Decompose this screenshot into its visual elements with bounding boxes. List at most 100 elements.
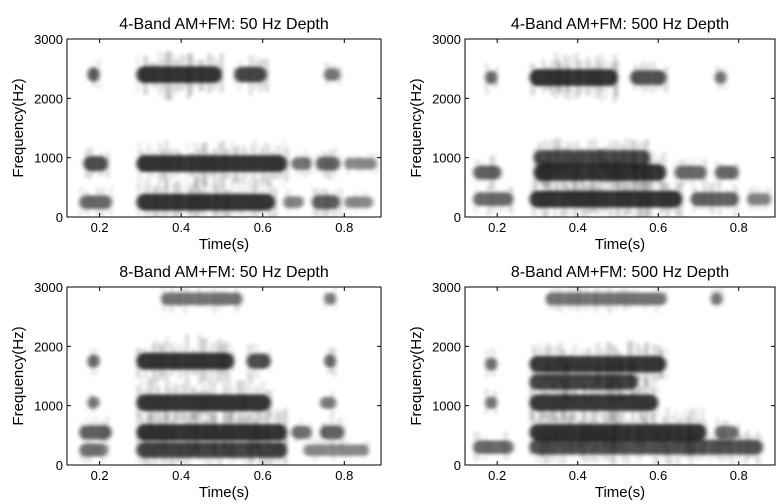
energy-band-300hz-segment-2	[529, 173, 683, 217]
y-tick-label: 1000	[432, 399, 461, 414]
energy-band-550hz-segment-4	[319, 416, 345, 450]
x-tick-label: 0.8	[335, 220, 353, 235]
energy-band-300hz-segment-1	[473, 185, 514, 217]
y-tick-label: 1000	[34, 399, 63, 414]
x-tick-label: 0.6	[649, 468, 667, 483]
x-tick-label: 0.2	[91, 468, 109, 483]
axes-frame	[66, 38, 382, 218]
y-axis-label: Frequency(Hz)	[408, 326, 425, 425]
energy-band-1750hz-segment-3	[246, 343, 271, 383]
y-tick-label: 3000	[34, 32, 63, 47]
energy-band-300hz-segment-3	[690, 182, 739, 217]
x-tick-label: 0.2	[488, 468, 506, 483]
x-axis-label: Time(s)	[199, 236, 249, 253]
x-tick-label: 0.8	[335, 468, 353, 483]
x-tick-label: 0.6	[254, 220, 272, 235]
y-tick-label: 0	[56, 458, 63, 473]
energy-band-250hz-segment-1	[79, 437, 109, 464]
energy-band-2800hz-segment-2	[323, 287, 337, 311]
energy-band-2350hz-segment-4	[714, 65, 727, 90]
energy-band-2400hz-segment-3	[234, 55, 268, 96]
energy-band-250hz-segment-3	[283, 189, 304, 213]
y-axis-label: Frequency(Hz)	[408, 78, 425, 177]
energy-band-300hz-segment-1	[473, 431, 515, 462]
x-axis-label: Time(s)	[595, 484, 645, 501]
panel-title: 8-Band AM+FM: 500 Hz Depth	[511, 264, 729, 281]
y-tick-label: 2000	[432, 339, 461, 354]
energy-band-750hz-segment-4	[714, 160, 739, 186]
energy-band-2800hz-segment-1	[160, 287, 243, 314]
energy-band-1050hz-segment-2	[136, 376, 272, 430]
energy-band-900hz-segment-1	[83, 147, 109, 181]
energy-band-750hz-segment-3	[674, 157, 707, 189]
y-axis-label: Frequency(Hz)	[10, 78, 27, 177]
energy-band-1700hz-segment-1	[485, 348, 498, 378]
y-tick-label: 3000	[432, 32, 461, 47]
y-tick-label: 0	[56, 210, 63, 225]
y-tick-label: 0	[454, 210, 461, 225]
y-axis-label: Frequency(Hz)	[10, 326, 27, 425]
energy-band-2350hz-segment-2	[529, 52, 618, 103]
x-tick-label: 0.2	[91, 220, 109, 235]
energy-band-750hz-segment-1	[473, 154, 502, 190]
energy-band-250hz-segment-2	[136, 176, 277, 217]
energy-band-250hz-segment-4	[311, 187, 342, 217]
energy-band-2800hz-segment-2	[710, 287, 723, 308]
energy-band-250hz-segment-1	[79, 185, 113, 217]
spectrogram-panel-4: 0.2 0.4 0.6 0.8 0 1000 2000 3000 8-Band AM+FM: 5…	[408, 264, 776, 501]
y-tick-label: 2000	[34, 91, 63, 106]
energy-band-550hz-segment-1	[79, 416, 112, 450]
x-axis-label: Time(s)	[199, 484, 249, 501]
spectrogram-panel-1: 0.2 0.4 0.6 0.8 0 1000 2000 3000 4-Band AM+FM: 5…	[10, 16, 382, 253]
energy-band-900hz-segment-4	[315, 146, 341, 181]
energy-band-550hz-segment-2	[136, 407, 288, 459]
y-tick-label: 3000	[432, 280, 461, 295]
energy-band-900hz-segment-5	[344, 152, 377, 176]
energy-band-1050hz-segment-3	[319, 391, 337, 418]
spectrogram-panel-2: 0.2 0.4 0.6 0.8 0 1000 2000 3000 4-Band AM+FM: 5…	[408, 16, 776, 253]
energy-band-2400hz-segment-2	[136, 50, 223, 101]
energy-band-2350hz-segment-3	[630, 60, 668, 94]
energy-band-2400hz-segment-4	[323, 62, 341, 86]
axes-frame	[66, 286, 382, 466]
energy-band-2400hz-segment-1	[87, 58, 100, 91]
energy-band-300hz-segment-4	[746, 185, 772, 212]
x-tick-label: 0.4	[569, 220, 587, 235]
energy-band-550hz-segment-1	[529, 407, 707, 459]
x-tick-label: 0.4	[172, 468, 190, 483]
energy-band-1000hz-segment-1	[533, 137, 651, 179]
x-tick-label: 0.6	[649, 220, 667, 235]
y-tick-label: 2000	[432, 91, 461, 106]
energy-band-550hz-segment-2	[714, 418, 739, 449]
energy-band-250hz-segment-3	[303, 438, 369, 463]
y-tick-label: 3000	[34, 280, 63, 295]
x-tick-label: 0.2	[488, 220, 506, 235]
x-axis-label: Time(s)	[595, 236, 645, 253]
panel-title: 8-Band AM+FM: 50 Hz Depth	[119, 264, 328, 281]
x-tick-label: 0.4	[569, 468, 587, 483]
energy-band-1750hz-segment-2	[136, 334, 235, 386]
energy-band-900hz-segment-2	[136, 138, 288, 190]
energy-band-2350hz-segment-1	[485, 63, 498, 95]
energy-band-1050hz-segment-2	[529, 379, 659, 427]
panel-title: 4-Band AM+FM: 50 Hz Depth	[119, 16, 328, 33]
energy-band-250hz-segment-5	[344, 190, 374, 212]
x-tick-label: 0.8	[730, 220, 748, 235]
energy-band-1700hz-segment-2	[529, 340, 668, 389]
y-tick-label: 2000	[34, 339, 63, 354]
spectrogram-panel-3: 0.2 0.4 0.6 0.8 0 1000 2000 3000 8-Band AM+FM: 5…	[10, 264, 382, 501]
panel-title: 4-Band AM+FM: 500 Hz Depth	[511, 16, 729, 33]
energy-band-2800hz-segment-1	[545, 287, 667, 315]
y-tick-label: 1000	[432, 151, 461, 166]
energy-band-1750hz-segment-1	[87, 347, 100, 377]
y-tick-label: 1000	[34, 151, 63, 166]
energy-band-1050hz-segment-1	[485, 388, 498, 416]
axes-frame	[464, 38, 776, 218]
energy-band-900hz-segment-3	[291, 150, 312, 178]
energy-band-550hz-segment-3	[291, 419, 312, 443]
energy-band-1050hz-segment-1	[87, 393, 100, 413]
energy-band-1750hz-segment-4	[323, 346, 337, 378]
axes-frame	[464, 286, 776, 466]
x-tick-label: 0.4	[172, 220, 190, 235]
